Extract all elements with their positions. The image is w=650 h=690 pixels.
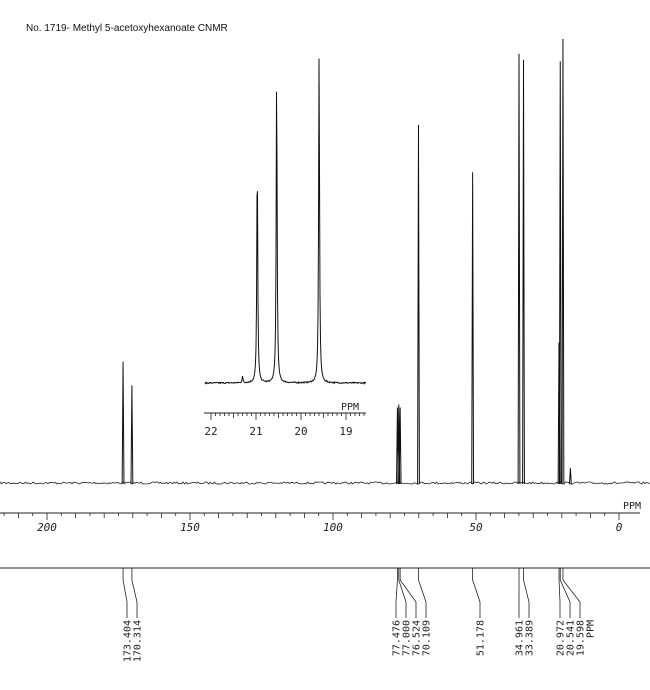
peak-list-leader <box>399 568 417 618</box>
peak-list-value: 70.109 <box>422 620 433 656</box>
peak-list-value: 77.476 <box>392 620 403 656</box>
peak-list-value: 76.524 <box>412 620 423 656</box>
peak <box>398 407 402 485</box>
peak-list-value: 19.598 <box>576 620 587 656</box>
peak-list-leader <box>523 568 530 618</box>
inset-x-tick-label: 20 <box>294 425 307 438</box>
x-tick-label: 0 <box>616 521 623 534</box>
peak-list-unit: PPM <box>586 620 597 638</box>
peak <box>471 172 475 485</box>
baseline <box>0 481 650 485</box>
peak-list-value: 173.404 <box>123 620 134 662</box>
peak-list-value: 77.000 <box>402 620 413 656</box>
peak-list: 173.404 170.314 77.476 77.000 76.524 70.109 51… <box>0 567 650 662</box>
main-x-axis: 200 150 100 50 0 <box>0 512 640 534</box>
x-tick-label: 100 <box>323 521 343 534</box>
peak <box>517 53 521 485</box>
inset-spectrum-trace <box>204 58 367 385</box>
peak-list-leader <box>131 568 138 618</box>
peak-list-value: 33.389 <box>525 620 536 656</box>
inset-x-tick-label: 22 <box>204 425 217 438</box>
main-x-axis-label: PPM <box>623 501 641 512</box>
inset-x-axis: 22 21 20 19 <box>204 412 366 438</box>
main-spectrum-trace <box>0 38 650 485</box>
peak-list-leader <box>398 568 407 618</box>
inset-trace <box>204 58 367 385</box>
x-tick-label: 150 <box>180 521 200 534</box>
peak-list-value: 51.178 <box>476 620 487 656</box>
peak <box>558 61 562 485</box>
peak-list-leader <box>559 568 571 618</box>
peak <box>130 385 134 485</box>
peak-list-leader <box>472 568 481 618</box>
peak-list-value: 34.961 <box>515 620 526 656</box>
peak <box>522 59 525 485</box>
peak-list-leader <box>558 568 561 618</box>
x-tick-label: 50 <box>469 521 483 534</box>
peak-list-value: 170.314 <box>133 620 144 662</box>
inset-x-tick-label: 19 <box>339 425 352 438</box>
peak-list-leader <box>562 568 581 618</box>
peak-list-leader <box>395 568 398 618</box>
peak-list-leader <box>122 568 128 618</box>
chart-title: No. 1719- Methyl 5-acetoxyhexanoate CNMR <box>26 23 228 34</box>
peak-list-value: 20.972 <box>556 620 567 656</box>
peak <box>417 124 420 485</box>
x-tick-label: 200 <box>37 521 57 534</box>
peak <box>568 468 572 485</box>
peak-list-leader <box>418 568 427 618</box>
inset-x-axis-label: PPM <box>341 402 359 413</box>
peak <box>121 361 125 485</box>
peak-list-value: 20.541 <box>566 620 577 656</box>
inset-x-tick-label: 21 <box>249 425 262 438</box>
peak <box>561 38 565 485</box>
